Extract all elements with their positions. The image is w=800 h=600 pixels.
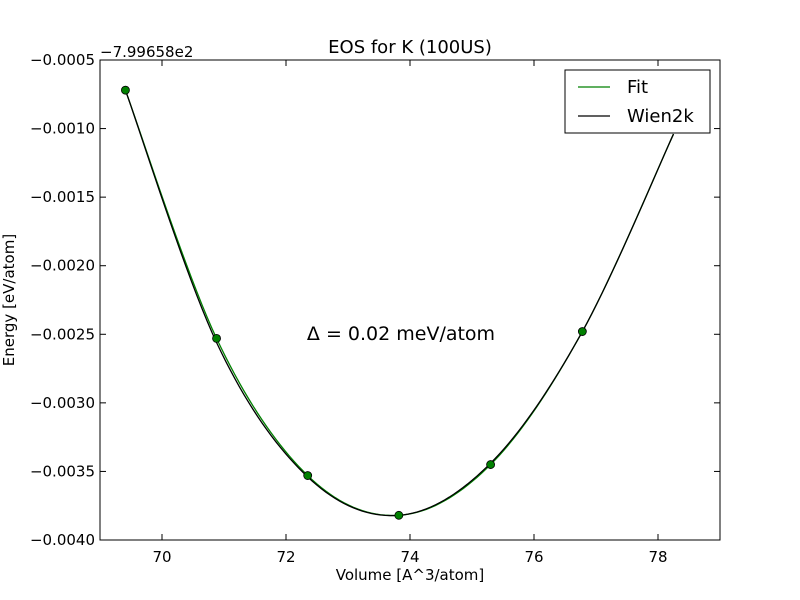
y-offset-label: −7.99658e2 xyxy=(100,43,193,61)
y-tick-label: −0.0030 xyxy=(30,394,95,412)
y-tick-label: −0.0015 xyxy=(30,188,95,206)
delta-annotation: Δ = 0.02 meV/atom xyxy=(307,323,495,345)
data-points-layer xyxy=(121,85,587,520)
y-tick-label: −0.0040 xyxy=(30,531,95,549)
y-tick-label: −0.0020 xyxy=(30,257,95,275)
data-point xyxy=(394,510,404,520)
data-point xyxy=(121,85,130,95)
data-point xyxy=(212,333,221,343)
legend: Fit Wien2k xyxy=(564,69,711,134)
legend-box xyxy=(564,69,711,134)
data-point xyxy=(486,460,496,469)
y-tick-label: −0.0010 xyxy=(30,120,95,138)
y-tick-label: −0.0035 xyxy=(30,462,95,480)
data-point xyxy=(577,327,587,336)
legend-fit-label: Fit xyxy=(627,77,648,98)
y-tick-label: −0.0025 xyxy=(30,325,95,343)
y-axis-label: Energy [eV/atom] xyxy=(0,234,18,366)
chart-title: EOS for K (100US) xyxy=(328,37,492,58)
series-line-fit xyxy=(124,89,675,517)
x-tick-label: 72 xyxy=(276,548,295,566)
plot-frame xyxy=(99,59,721,541)
x-tick-label: 78 xyxy=(648,548,667,566)
x-axis-label: Volume [A^3/atom] xyxy=(336,566,485,584)
x-tick-label: 74 xyxy=(400,548,419,566)
x-tick-label: 76 xyxy=(524,548,543,566)
series-line-wien2k xyxy=(124,89,675,517)
legend-wien2k-label: Wien2k xyxy=(627,106,694,127)
series-layer xyxy=(124,89,675,517)
x-tick-label: 70 xyxy=(152,548,171,566)
data-point xyxy=(303,471,313,480)
tick-layer: 70 72 74 76 78 −0.0040 −0.0035 −0.0030 −0.0025 −0… xyxy=(30,51,720,566)
y-tick-label: −0.0005 xyxy=(30,51,95,69)
